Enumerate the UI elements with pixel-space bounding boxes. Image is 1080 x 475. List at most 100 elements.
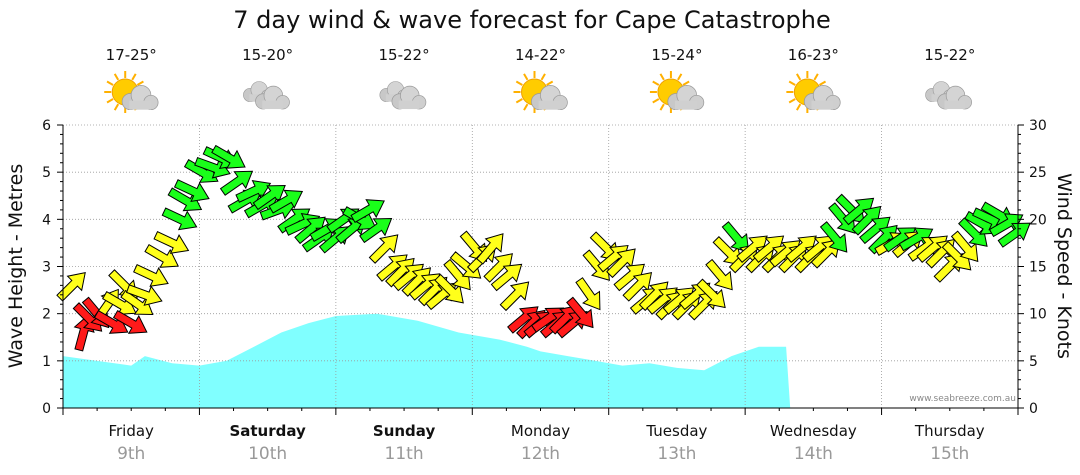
wind-arrow-shape <box>499 281 530 312</box>
cloud-shape <box>531 85 568 111</box>
cloud-shape <box>803 85 841 111</box>
wind-arrow <box>499 281 530 312</box>
weather-row: 17-25° 15-20° 15-22° 14-22° 15-24° 16-23° 15-2… <box>104 46 975 113</box>
sun-cloud-icon <box>104 71 159 113</box>
cloud-icon <box>925 81 972 110</box>
wind-arrow <box>125 284 163 306</box>
wind-arrow <box>721 221 750 253</box>
sun-ray <box>106 98 114 104</box>
day-date-label: 14th <box>794 444 833 464</box>
wind-arrow-shape <box>566 296 594 329</box>
day-date-label: 11th <box>385 444 424 464</box>
cloud-base <box>262 100 283 110</box>
cloud-shape <box>667 85 705 111</box>
y-tick-label: 4 <box>42 212 51 228</box>
wind-arrow <box>335 216 367 245</box>
day-temperature: 15-20° <box>242 46 293 64</box>
sun-ray <box>677 73 683 81</box>
y2-tick-label: 20 <box>1029 212 1047 228</box>
y2-tick-label: 25 <box>1029 165 1047 181</box>
wind-arrow <box>459 230 488 263</box>
sun-ray <box>818 80 827 86</box>
wind-arrow-shape <box>997 222 1031 248</box>
wind-arrow-shape <box>705 258 733 291</box>
y-axis-label: Wave Height - Metres <box>5 164 27 368</box>
wind-arrow <box>359 217 393 244</box>
sun-cloud-icon <box>786 71 841 113</box>
wind-arrow-shape <box>133 264 169 287</box>
cloud-icon <box>379 81 427 110</box>
wind-arrow <box>705 258 733 291</box>
day-temperature: 15-22° <box>924 46 975 64</box>
wind-arrow-shape <box>161 207 198 231</box>
wind-arrow-shape <box>490 263 523 292</box>
sun-ray <box>515 80 523 86</box>
cloud-base <box>675 100 697 110</box>
cloud-icon <box>243 81 290 110</box>
x-day-labels: Friday 9th Saturday 10th Sunday 11th Monday 12t… <box>108 422 984 464</box>
sun-ray <box>523 103 529 111</box>
day-date-label: 15th <box>930 444 969 464</box>
wind-arrow <box>268 189 304 214</box>
cloud-base <box>398 100 420 110</box>
wind-arrow-shape <box>980 201 1016 226</box>
day-name-label: Thursday <box>914 422 985 440</box>
watermark: www.seabreeze.com.au <box>909 394 1016 404</box>
wind-arrow <box>476 233 504 265</box>
sun-ray <box>659 73 665 81</box>
wind-arrow-shape <box>350 199 385 224</box>
y2-tick-label: 30 <box>1029 118 1047 134</box>
wind-arrow-shape <box>56 272 86 302</box>
sun-ray <box>682 80 690 86</box>
wind-arrow-shape <box>819 221 848 253</box>
y-tick-label: 1 <box>42 354 51 370</box>
sun-ray <box>652 80 660 86</box>
sun-ray <box>546 80 554 86</box>
wind-arrow <box>219 170 254 196</box>
day-temperature: 15-24° <box>651 46 702 64</box>
wind-arrow <box>133 264 169 287</box>
cloud-base <box>944 100 965 110</box>
y-tick-label: 5 <box>42 165 51 181</box>
y2-tick-label: 5 <box>1029 354 1038 370</box>
wind-arrow-shape <box>476 233 504 265</box>
cloud-shape <box>121 85 159 111</box>
sun-ray <box>523 73 529 81</box>
wind-arrow-shape <box>575 277 601 311</box>
day-temperature: 16-23° <box>788 46 839 64</box>
wind-arrow <box>575 277 601 311</box>
y-tick-label: 6 <box>42 118 51 134</box>
y-tick-label: 0 <box>42 401 51 417</box>
sun-ray <box>136 80 144 86</box>
wind-arrow-shape <box>112 309 148 334</box>
wind-arrow-shape <box>219 170 254 196</box>
y-tick-label: 3 <box>42 260 51 276</box>
sun-ray <box>113 73 120 81</box>
wind-arrow <box>589 231 620 261</box>
day-temperature: 17-25° <box>106 46 157 64</box>
cloud-shape <box>255 85 290 110</box>
wind-arrow-shape <box>696 278 726 309</box>
cloud-base <box>538 100 561 110</box>
sun-ray <box>795 103 802 111</box>
y2-axis-label: Wind Speed - Knots <box>1053 173 1075 359</box>
wind-arrow <box>211 144 246 169</box>
wind-arrow-shape <box>144 243 179 268</box>
wind-arrows <box>56 144 1031 352</box>
cloud-shape <box>937 85 972 110</box>
wind-arrow-shape <box>211 144 246 169</box>
day-name-label: Monday <box>511 422 570 440</box>
wind-arrow <box>980 201 1016 226</box>
wind-arrow <box>112 309 148 334</box>
chart-title: 7 day wind & wave forecast for Cape Cata… <box>233 6 830 34</box>
y2-tick-label: 10 <box>1029 307 1047 323</box>
right-y-ticks: 0 5 10 15 20 25 30 <box>1029 118 1047 417</box>
wind-arrow <box>144 243 179 268</box>
wind-arrow-shape <box>268 189 304 214</box>
wind-arrow-shape <box>153 231 190 254</box>
wind-arrow <box>173 179 210 202</box>
wind-arrow-shape <box>368 234 399 264</box>
left-y-ticks: 0 1 2 3 4 5 6 <box>42 118 51 417</box>
sun-ray <box>113 103 120 111</box>
